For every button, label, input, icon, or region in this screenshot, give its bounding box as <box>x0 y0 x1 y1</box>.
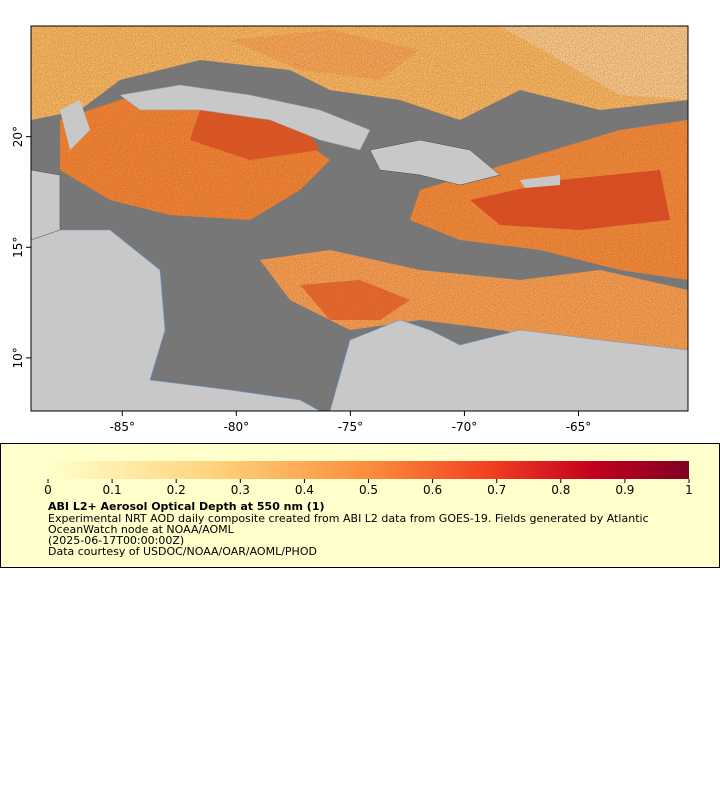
colorbar-tick-label: 0.5 <box>359 483 378 497</box>
y-tick-label: 15° <box>11 237 25 258</box>
map-image <box>31 26 688 411</box>
colorbar-tick-label: 0.4 <box>295 483 314 497</box>
y-tick-label: 10° <box>11 347 25 368</box>
x-tick-label: -80° <box>224 420 250 434</box>
colorbar-tick-label: 1 <box>685 483 693 497</box>
legend: 0 0.1 0.2 0.3 0.4 0.5 0.6 0.7 0.8 0.9 1 ABI L2+ Ae… <box>0 443 720 568</box>
colorbar: 0 0.1 0.2 0.3 0.4 0.5 0.6 0.7 0.8 0.9 1 <box>44 461 693 497</box>
colorbar-ramp <box>48 461 689 479</box>
colorbar-tick-label: 0.9 <box>615 483 634 497</box>
colorbar-tick-label: 0.2 <box>167 483 186 497</box>
colorbar-tick-label: 0.6 <box>423 483 442 497</box>
legend-description: Experimental NRT AOD daily composite cre… <box>48 512 649 536</box>
x-tick-label: -85° <box>109 420 135 434</box>
colorbar-tick-label: 0 <box>44 483 52 497</box>
map: -85° -80° -75° -70° -65° 10° 15° 20° <box>11 25 689 434</box>
x-tick-label: -75° <box>338 420 364 434</box>
map-frame <box>30 25 689 412</box>
colorbar-tick-label: 0.7 <box>487 483 506 497</box>
y-tick-label: 20° <box>11 126 25 147</box>
colorbar-tick-label: 0.3 <box>231 483 250 497</box>
legend-time: (2025-06-17T00:00:00Z) <box>48 534 185 547</box>
colorbar-tick-label: 0.8 <box>551 483 570 497</box>
legend-title: ABI L2+ Aerosol Optical Depth at 550 nm … <box>48 500 325 513</box>
legend-credit: Data courtesy of USDOC/NOAA/OAR/AOML/PHO… <box>48 545 317 558</box>
x-tick-label: -65° <box>566 420 592 434</box>
x-tick-label: -70° <box>452 420 478 434</box>
colorbar-tick-label: 0.1 <box>103 483 122 497</box>
